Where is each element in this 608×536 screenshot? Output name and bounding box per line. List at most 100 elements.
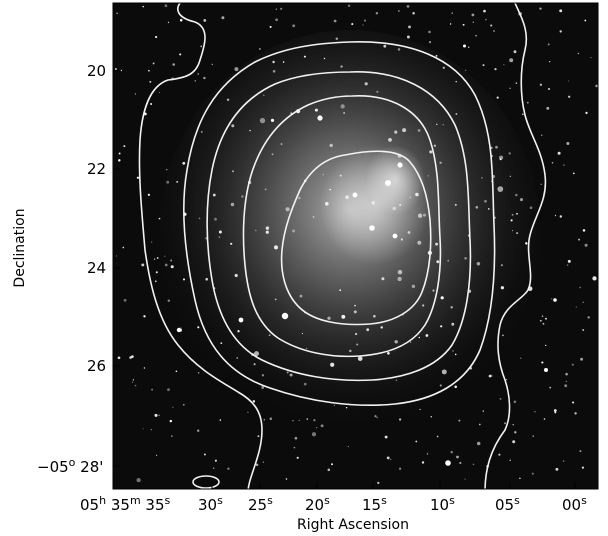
bright-star bbox=[176, 327, 182, 333]
star bbox=[329, 188, 332, 191]
star bbox=[214, 459, 217, 462]
star bbox=[115, 255, 117, 257]
star bbox=[559, 30, 562, 33]
star bbox=[428, 30, 431, 34]
star bbox=[182, 403, 185, 406]
star bbox=[142, 5, 144, 8]
star bbox=[408, 25, 411, 29]
star bbox=[582, 301, 584, 303]
bright-star bbox=[544, 368, 548, 372]
star bbox=[525, 242, 528, 245]
contour-level-2 bbox=[182, 41, 496, 406]
star bbox=[565, 380, 567, 382]
star bbox=[280, 143, 283, 145]
star bbox=[120, 69, 123, 72]
star bbox=[347, 4, 351, 8]
star bbox=[463, 44, 466, 48]
star bbox=[510, 219, 513, 222]
x-tick-label: 10s bbox=[430, 494, 455, 515]
star bbox=[172, 63, 175, 66]
star bbox=[292, 24, 296, 28]
y-tick-label: 24 bbox=[87, 259, 106, 277]
star bbox=[343, 112, 346, 114]
x-tick-label: 20s bbox=[305, 494, 330, 515]
star bbox=[280, 7, 283, 10]
star bbox=[219, 419, 222, 421]
star bbox=[151, 388, 154, 391]
star bbox=[198, 217, 201, 220]
star bbox=[141, 263, 145, 267]
star bbox=[553, 409, 557, 412]
star bbox=[329, 143, 333, 148]
star bbox=[417, 213, 423, 218]
star bbox=[417, 128, 421, 132]
star bbox=[249, 129, 251, 132]
star bbox=[559, 9, 563, 13]
star bbox=[272, 60, 275, 64]
contour-level-1 bbox=[138, 3, 547, 489]
star bbox=[451, 12, 453, 14]
star bbox=[513, 50, 517, 54]
star bbox=[171, 435, 173, 437]
star bbox=[131, 381, 134, 383]
star bbox=[335, 37, 339, 41]
star bbox=[203, 453, 206, 456]
star bbox=[557, 151, 561, 155]
star bbox=[415, 192, 419, 197]
star bbox=[540, 183, 542, 185]
star bbox=[582, 229, 586, 232]
star bbox=[409, 341, 412, 343]
star bbox=[325, 202, 329, 206]
star bbox=[464, 256, 467, 260]
star bbox=[153, 258, 156, 260]
y-tick-label: 22 bbox=[87, 160, 106, 178]
star bbox=[539, 83, 543, 86]
star bbox=[333, 19, 337, 23]
star bbox=[551, 162, 554, 164]
bright-star bbox=[385, 180, 391, 186]
bright-star bbox=[392, 233, 398, 239]
star bbox=[362, 24, 364, 26]
star bbox=[564, 384, 568, 388]
star bbox=[255, 229, 257, 232]
star bbox=[511, 213, 514, 216]
star bbox=[261, 374, 265, 377]
star bbox=[154, 413, 158, 417]
star bbox=[442, 124, 444, 126]
star bbox=[262, 461, 264, 463]
star bbox=[547, 87, 551, 91]
star bbox=[574, 412, 577, 415]
star bbox=[397, 276, 402, 282]
star bbox=[562, 460, 565, 462]
star bbox=[495, 145, 498, 149]
star bbox=[534, 411, 536, 413]
star bbox=[327, 468, 331, 472]
star bbox=[421, 461, 425, 464]
star bbox=[298, 419, 300, 421]
star bbox=[164, 263, 168, 267]
star bbox=[320, 424, 324, 428]
star bbox=[373, 314, 376, 318]
star bbox=[331, 463, 333, 466]
star bbox=[221, 16, 225, 20]
star bbox=[595, 84, 598, 88]
star bbox=[264, 188, 267, 191]
star bbox=[532, 435, 534, 437]
star bbox=[567, 259, 571, 263]
star bbox=[522, 113, 524, 116]
star bbox=[502, 334, 504, 337]
star bbox=[247, 411, 249, 413]
star bbox=[136, 176, 140, 179]
star bbox=[395, 379, 398, 382]
star bbox=[349, 349, 352, 353]
star bbox=[220, 342, 223, 344]
star bbox=[303, 55, 306, 58]
star bbox=[269, 417, 273, 420]
star bbox=[147, 193, 151, 196]
star bbox=[167, 21, 170, 24]
star bbox=[549, 386, 552, 389]
star bbox=[363, 19, 367, 22]
star bbox=[118, 152, 121, 155]
star bbox=[514, 431, 517, 434]
star bbox=[541, 361, 544, 364]
